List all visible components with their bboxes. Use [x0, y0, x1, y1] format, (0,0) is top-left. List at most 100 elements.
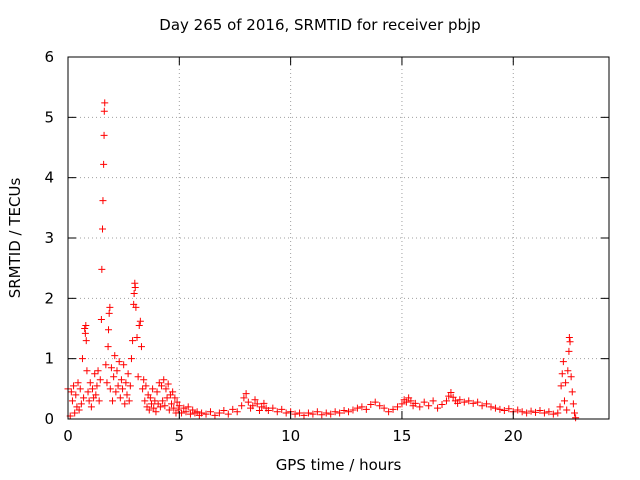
- data-point: [568, 388, 576, 396]
- data-point: [483, 400, 491, 408]
- data-point: [102, 361, 110, 369]
- data-series: [64, 99, 580, 422]
- data-point: [84, 388, 92, 396]
- data-point: [159, 397, 167, 405]
- data-point: [569, 400, 577, 408]
- data-point: [149, 385, 157, 393]
- data-point: [164, 380, 172, 388]
- data-point: [264, 407, 272, 415]
- data-point: [72, 391, 80, 399]
- data-point: [165, 406, 173, 414]
- data-point: [398, 400, 406, 408]
- data-point: [445, 392, 453, 400]
- data-point: [163, 394, 171, 402]
- data-point: [130, 290, 138, 298]
- data-point: [206, 408, 214, 416]
- data-point: [121, 400, 129, 408]
- data-point: [465, 397, 473, 405]
- data-point: [133, 334, 141, 342]
- data-point: [81, 325, 89, 332]
- data-point: [242, 390, 250, 398]
- data-point: [126, 382, 134, 390]
- data-point: [549, 410, 557, 418]
- data-point: [80, 394, 88, 402]
- x-axis-label: GPS time / hours: [275, 456, 402, 474]
- data-point: [103, 379, 111, 387]
- data-point: [140, 376, 148, 384]
- data-point: [238, 402, 246, 410]
- x-tick-label: 10: [281, 427, 300, 445]
- data-point: [244, 398, 252, 406]
- data-point: [296, 409, 304, 417]
- data-point: [514, 406, 522, 414]
- data-point: [385, 408, 393, 416]
- data-point: [469, 399, 477, 407]
- data-point: [125, 397, 133, 405]
- data-point: [162, 385, 170, 393]
- data-point: [158, 382, 166, 390]
- data-point: [220, 407, 228, 415]
- data-point: [567, 373, 575, 381]
- data-point: [147, 400, 155, 408]
- data-point: [136, 317, 144, 325]
- data-point: [175, 402, 183, 410]
- data-point: [67, 388, 75, 396]
- chart-title: Day 265 of 2016, SRMTID for receiver pbj…: [159, 16, 481, 34]
- data-point: [129, 337, 137, 345]
- data-point: [447, 388, 455, 396]
- data-point: [171, 394, 179, 402]
- y-tick-label: 6: [44, 48, 54, 66]
- data-point: [81, 329, 89, 337]
- data-point: [402, 398, 410, 406]
- data-point: [456, 396, 464, 404]
- axis-ticks: 0 1 2 3 4 5 6 0 5 10 15 20: [44, 48, 609, 445]
- data-point: [460, 398, 468, 406]
- data-point: [85, 397, 93, 405]
- data-point: [68, 397, 76, 405]
- y-tick-label: 3: [44, 229, 54, 247]
- data-point: [100, 131, 108, 139]
- data-point: [273, 408, 281, 416]
- y-tick-label: 5: [44, 108, 54, 126]
- data-point: [145, 406, 153, 414]
- data-point: [505, 405, 513, 413]
- y-tick-label: 1: [44, 350, 54, 368]
- data-point: [393, 403, 401, 411]
- data-point: [111, 352, 119, 360]
- data-point: [251, 396, 259, 404]
- data-point: [96, 376, 104, 384]
- data-point: [411, 399, 419, 407]
- data-point: [322, 409, 330, 417]
- data-point: [99, 197, 107, 205]
- data-point: [122, 379, 130, 387]
- data-point: [112, 388, 120, 396]
- data-point: [75, 406, 83, 414]
- data-point: [110, 373, 118, 381]
- data-point: [556, 403, 564, 411]
- data-point: [92, 391, 100, 399]
- data-point: [560, 397, 568, 405]
- data-point: [318, 411, 326, 419]
- data-point: [282, 409, 290, 417]
- data-point: [180, 404, 188, 412]
- data-point: [124, 370, 132, 378]
- data-point: [139, 385, 147, 393]
- data-point: [137, 343, 145, 351]
- data-point: [109, 397, 117, 405]
- data-point: [425, 402, 433, 410]
- data-point: [113, 367, 121, 375]
- grid-lines: [68, 57, 609, 419]
- data-point: [193, 408, 201, 416]
- data-point: [215, 409, 223, 417]
- data-point: [523, 409, 531, 417]
- data-point: [566, 338, 574, 346]
- data-point: [376, 402, 384, 410]
- data-point: [429, 397, 437, 405]
- data-point: [91, 370, 99, 378]
- data-point: [229, 405, 237, 413]
- y-tick-label: 0: [44, 410, 54, 428]
- data-point: [142, 382, 150, 390]
- x-tick-label: 15: [392, 427, 411, 445]
- data-point: [565, 347, 573, 355]
